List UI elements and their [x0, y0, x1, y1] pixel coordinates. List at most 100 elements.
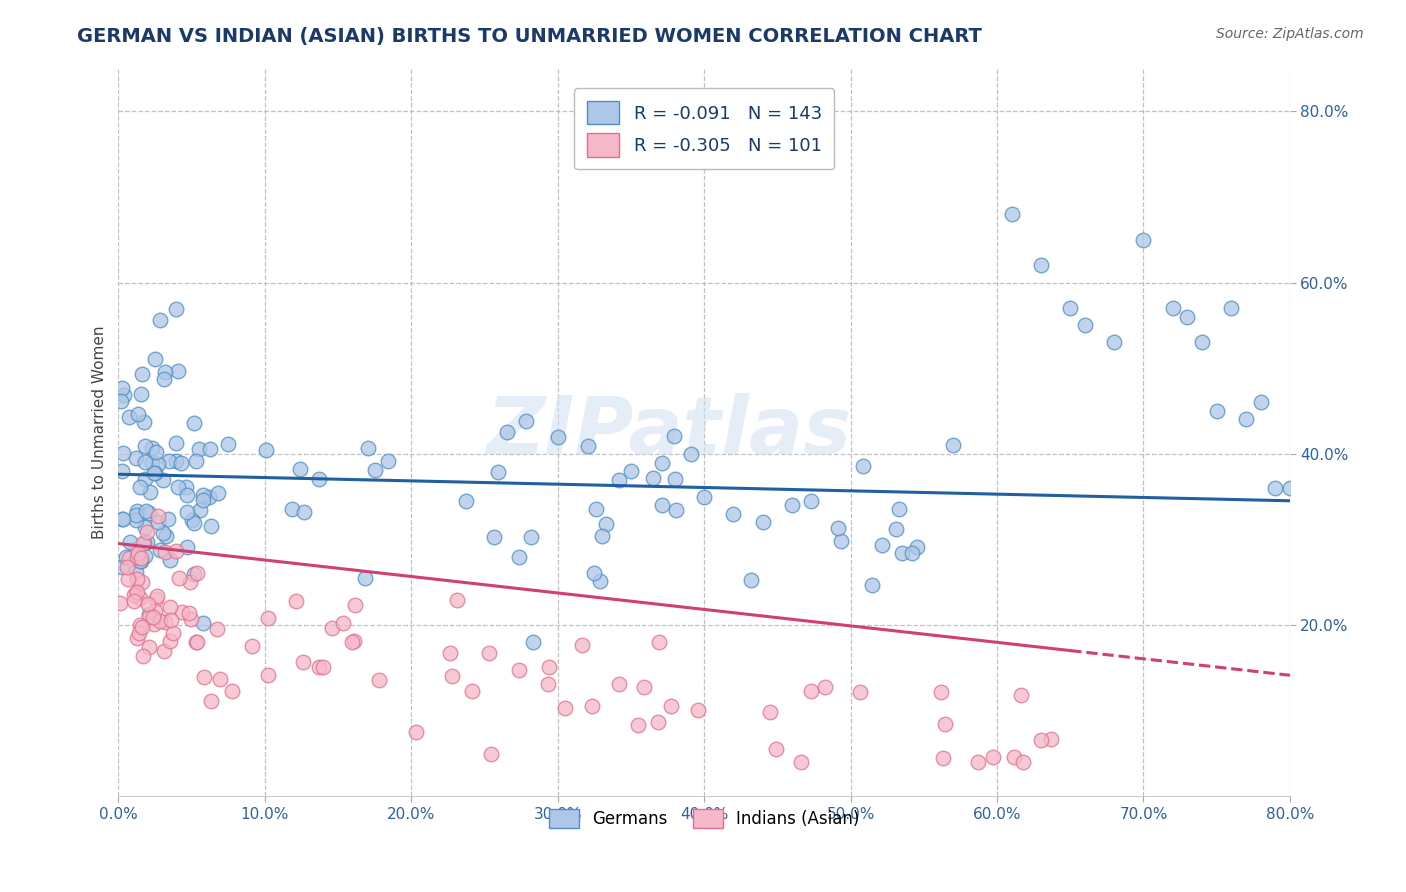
Point — [138, 484, 160, 499]
Point — [368, 673, 391, 687]
Point — [1205, 404, 1227, 418]
Point — [152, 526, 174, 541]
Point — [665, 503, 688, 517]
Legend: Germans, Indians (Asian): Germans, Indians (Asian) — [543, 803, 866, 835]
Point — [522, 635, 544, 649]
Point — [651, 456, 673, 470]
Point — [870, 538, 893, 552]
Point — [174, 480, 197, 494]
Point — [308, 472, 330, 486]
Point — [311, 660, 333, 674]
Point — [966, 755, 988, 769]
Point — [149, 542, 172, 557]
Point — [145, 445, 167, 459]
Point — [149, 313, 172, 327]
Point — [152, 372, 174, 386]
Point — [153, 544, 176, 558]
Point — [153, 365, 176, 379]
Point — [165, 302, 187, 317]
Point — [723, 507, 745, 521]
Point — [167, 480, 190, 494]
Point — [537, 660, 560, 674]
Point — [156, 511, 179, 525]
Point — [1059, 301, 1081, 316]
Point — [159, 599, 181, 614]
Point — [292, 505, 315, 519]
Point — [495, 425, 517, 439]
Point — [454, 494, 477, 508]
Point — [136, 597, 159, 611]
Point — [167, 571, 190, 585]
Point — [134, 455, 156, 469]
Point — [111, 559, 134, 574]
Point — [482, 530, 505, 544]
Point — [478, 646, 501, 660]
Point — [124, 541, 146, 556]
Point — [479, 747, 502, 761]
Point — [135, 504, 157, 518]
Point — [290, 461, 312, 475]
Point — [134, 472, 156, 486]
Point — [111, 511, 134, 525]
Point — [291, 655, 314, 669]
Point — [138, 610, 160, 624]
Point — [128, 626, 150, 640]
Point — [800, 684, 823, 698]
Point — [165, 454, 187, 468]
Point — [111, 381, 134, 395]
Point — [152, 474, 174, 488]
Point — [125, 504, 148, 518]
Point — [1012, 755, 1035, 769]
Point — [149, 614, 172, 628]
Point — [115, 560, 138, 574]
Point — [125, 585, 148, 599]
Point — [581, 699, 603, 714]
Point — [159, 633, 181, 648]
Point — [790, 755, 813, 769]
Point — [134, 415, 156, 429]
Point — [177, 606, 200, 620]
Point — [155, 529, 177, 543]
Point — [576, 439, 599, 453]
Point — [124, 508, 146, 522]
Point — [571, 638, 593, 652]
Point — [354, 571, 377, 585]
Point — [364, 463, 387, 477]
Point — [125, 451, 148, 466]
Point — [1102, 335, 1125, 350]
Point — [148, 457, 170, 471]
Point — [134, 549, 156, 564]
Point — [308, 659, 330, 673]
Point — [179, 575, 201, 590]
Point — [589, 574, 612, 588]
Point — [440, 669, 463, 683]
Point — [112, 388, 135, 402]
Point — [111, 464, 134, 478]
Point — [135, 524, 157, 539]
Point — [118, 535, 141, 549]
Point — [128, 591, 150, 606]
Point — [112, 446, 135, 460]
Point — [207, 486, 229, 500]
Point — [851, 459, 873, 474]
Point — [118, 409, 141, 424]
Point — [583, 566, 606, 580]
Point — [129, 618, 152, 632]
Point — [217, 437, 239, 451]
Point — [848, 685, 870, 699]
Point — [633, 680, 655, 694]
Point — [942, 438, 965, 452]
Point — [131, 575, 153, 590]
Point — [620, 464, 643, 478]
Point — [254, 443, 277, 458]
Point — [508, 549, 530, 564]
Point — [118, 550, 141, 565]
Point — [129, 554, 152, 568]
Point — [138, 506, 160, 520]
Point — [145, 351, 167, 366]
Point — [1039, 732, 1062, 747]
Point — [143, 466, 166, 480]
Point — [932, 751, 955, 765]
Point — [141, 457, 163, 471]
Point — [188, 442, 211, 457]
